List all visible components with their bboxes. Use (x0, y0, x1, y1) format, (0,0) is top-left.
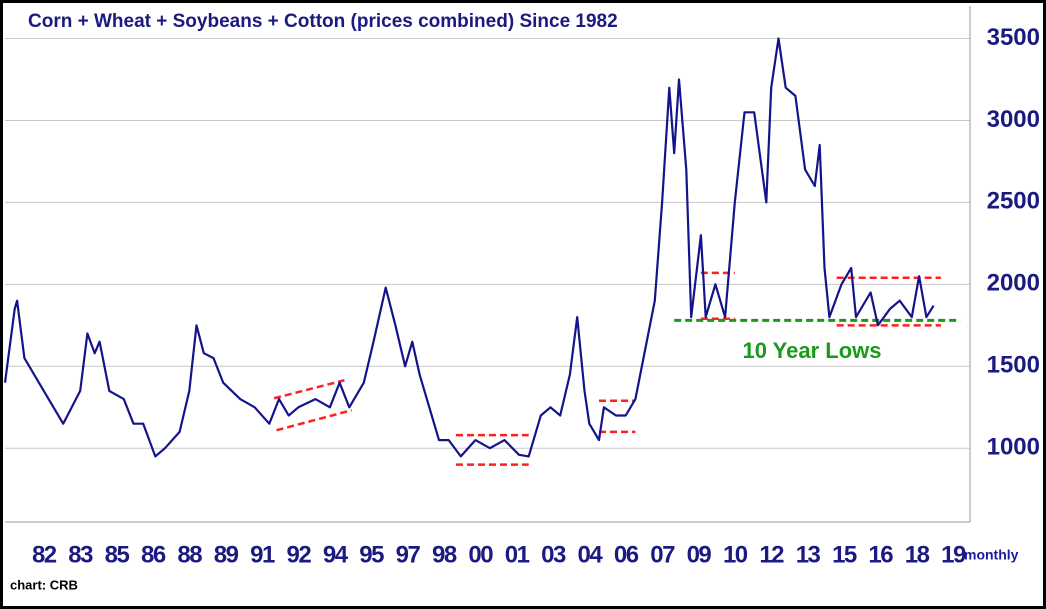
grid (5, 38, 970, 449)
x-tick-label: 89 (214, 541, 239, 568)
x-tick-label: 88 (177, 541, 202, 568)
x-tick-label: 10 (723, 541, 748, 568)
y-tick-label: 3000 (987, 106, 1040, 133)
x-tick-label: 13 (796, 541, 821, 568)
y-tick-label: 2500 (987, 188, 1040, 215)
x-tick-label: 15 (832, 541, 857, 568)
x-tick-label: 06 (614, 541, 639, 568)
x-tick-label: 91 (250, 541, 275, 568)
price-line (3, 37, 935, 458)
x-tick-label: 16 (868, 541, 893, 568)
x-tick-label: 00 (468, 541, 493, 568)
x-tick-label: 12 (759, 541, 784, 568)
annotation: 10 Year Lows (742, 338, 881, 363)
x-tick-label: 09 (687, 541, 712, 568)
x-tick-label: 19 (941, 541, 966, 568)
x-tick-label: 07 (650, 541, 675, 568)
x-tick-label: 18 (905, 541, 930, 568)
x-tick-label: 94 (323, 541, 349, 568)
x-tick-label: 86 (141, 541, 166, 568)
x-tick-label: 83 (68, 541, 93, 568)
x-tick-label: 97 (396, 541, 421, 568)
reference-line (276, 409, 353, 432)
y-tick-label: 2000 (987, 270, 1040, 297)
source: chart: CRB (10, 577, 78, 592)
y-tick-label: 1500 (987, 352, 1040, 379)
marks (3, 37, 961, 466)
reference-line (273, 379, 345, 400)
x-tick-label: 85 (105, 541, 130, 568)
x-tick-label: 04 (577, 541, 603, 568)
x-tick-label: 92 (287, 541, 312, 568)
y-tick-label: 1000 (987, 434, 1040, 461)
x-tick-label: 98 (432, 541, 457, 568)
x-tick-label: 95 (359, 541, 384, 568)
chart-title: Corn + Wheat + Soybeans + Cotton (prices… (28, 11, 618, 32)
x-axis-label: monthly (964, 547, 1019, 563)
x-tick-label: 03 (541, 541, 566, 568)
x-tick-label: 01 (505, 541, 530, 568)
x-tick-label: 82 (32, 541, 57, 568)
y-tick-label: 3500 (987, 24, 1040, 51)
